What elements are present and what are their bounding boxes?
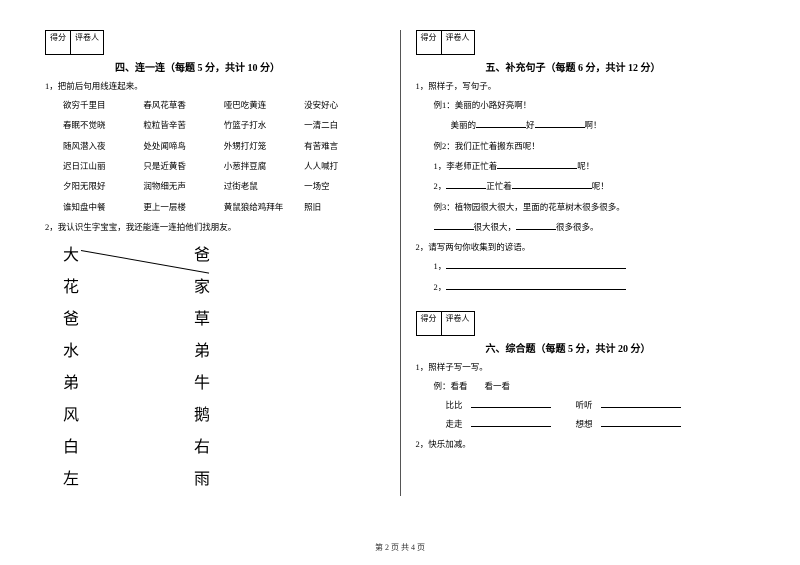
score-cell-defen-5: 得分 <box>417 31 442 54</box>
section5-proverb2: 2， <box>434 277 756 297</box>
score-cell-defen-6: 得分 <box>417 312 442 335</box>
char-right-5: 鹅 <box>194 400 210 432</box>
char-left-3: 水 <box>63 336 79 368</box>
section5-title: 五、补充句子（每题 6 分，共计 12 分） <box>486 59 756 74</box>
blank[interactable] <box>512 179 592 189</box>
section4-q2: 2，我认识生字宝宝，我还能连一连拍他们找朋友。 <box>45 221 385 234</box>
char-col-left: 大 花 爸 水 弟 风 白 左 <box>63 240 79 496</box>
section6-title: 六、综合题（每题 5 分，共计 20 分） <box>486 340 756 355</box>
char-left-5: 风 <box>63 400 79 432</box>
char-right-2: 草 <box>194 304 210 336</box>
blank[interactable] <box>497 159 577 169</box>
score-box: 得分 评卷人 <box>45 30 104 55</box>
match-line <box>81 250 209 274</box>
section5-line4: 很大很大，很多很多。 <box>434 217 756 237</box>
section6-row1: 走走 想想 <box>446 415 756 434</box>
idiom-row-3: 迟日江山丽 只是近黄昏 小葱拌豆腐 人人喊打 <box>63 156 385 176</box>
section6-q1: 1，照样子写一写。 <box>416 361 756 374</box>
blank[interactable] <box>535 118 585 128</box>
score-box-5: 得分 评卷人 <box>416 30 475 55</box>
score-cell-pingjuan-5: 评卷人 <box>442 31 474 54</box>
char-right-4: 牛 <box>194 368 210 400</box>
score-cell-pingjuan-6: 评卷人 <box>442 312 474 335</box>
section5-proverb1: 1， <box>434 256 756 276</box>
char-left-2: 爸 <box>63 304 79 336</box>
section5-line2: 1，李老师正忙着呢！ <box>434 156 756 176</box>
char-left-1: 花 <box>63 272 79 304</box>
blank[interactable] <box>446 280 626 290</box>
blank[interactable] <box>446 179 486 189</box>
section4-title: 四、连一连（每题 5 分，共计 10 分） <box>115 59 385 74</box>
section6-q2: 2，快乐加减。 <box>416 438 756 451</box>
blank[interactable] <box>471 417 551 427</box>
char-match: 大 花 爸 水 弟 风 白 左 爸 家 草 弟 牛 鹅 右 雨 <box>63 240 385 496</box>
char-right-1: 家 <box>194 272 210 304</box>
section5-line1: 美丽的好啊！ <box>434 115 756 135</box>
page-container: 得分 评卷人 四、连一连（每题 5 分，共计 10 分） 1，把前后句用线连起来… <box>0 0 800 506</box>
blank[interactable] <box>601 398 681 408</box>
blank[interactable] <box>434 220 474 230</box>
right-column: 得分 评卷人 五、补充句子（每题 6 分，共计 12 分） 1，照样子，写句子。… <box>400 30 756 496</box>
char-right-0: 爸 <box>194 240 210 272</box>
blank[interactable] <box>446 259 626 269</box>
char-col-right: 爸 家 草 弟 牛 鹅 右 雨 <box>194 240 210 496</box>
section5-line3: 2，正忙着呢！ <box>434 176 756 196</box>
section6-ex: 例：看看 看一看 <box>434 376 756 396</box>
char-left-4: 弟 <box>63 368 79 400</box>
char-left-7: 左 <box>63 464 79 496</box>
section5-ex3: 例3：植物园很大很大，里面的花草树木很多很多。 <box>434 197 756 217</box>
char-left-0: 大 <box>63 240 79 272</box>
page-footer: 第 2 页 共 4 页 <box>0 542 800 553</box>
blank[interactable] <box>516 220 556 230</box>
idiom-row-1: 春眠不觉晓 粒粒皆辛苦 竹篮子打水 一清二白 <box>63 115 385 135</box>
left-column: 得分 评卷人 四、连一连（每题 5 分，共计 10 分） 1，把前后句用线连起来… <box>45 30 400 496</box>
blank[interactable] <box>471 398 551 408</box>
section5-ex2: 例2：我们正忙着搬东西呢！ <box>434 136 756 156</box>
char-right-6: 右 <box>194 432 210 464</box>
idiom-row-5: 谁知盘中餐 更上一层楼 黄鼠狼给鸡拜年 照旧 <box>63 197 385 217</box>
section5-ex1: 例1：美丽的小路好亮啊！ <box>434 95 756 115</box>
score-cell-pingjuan: 评卷人 <box>71 31 103 54</box>
char-right-7: 雨 <box>194 464 210 496</box>
idiom-row-2: 随风潜入夜 处处闻啼鸟 外甥打灯笼 有苦难言 <box>63 136 385 156</box>
char-right-3: 弟 <box>194 336 210 368</box>
idiom-row-0: 欲穷千里目 春风花草香 哑巴吃黄连 没安好心 <box>63 95 385 115</box>
char-left-6: 白 <box>63 432 79 464</box>
section4-q1: 1，把前后句用线连起来。 <box>45 80 385 93</box>
idiom-row-4: 夕阳无限好 润物细无声 过街老鼠 一场空 <box>63 176 385 196</box>
section5-q1: 1，照样子，写句子。 <box>416 80 756 93</box>
section6-row0: 比比 听听 <box>446 396 756 415</box>
score-box-6: 得分 评卷人 <box>416 311 475 336</box>
blank[interactable] <box>476 118 526 128</box>
section5-q2: 2，请写两句你收集到的谚语。 <box>416 241 756 254</box>
score-cell-defen: 得分 <box>46 31 71 54</box>
blank[interactable] <box>601 417 681 427</box>
